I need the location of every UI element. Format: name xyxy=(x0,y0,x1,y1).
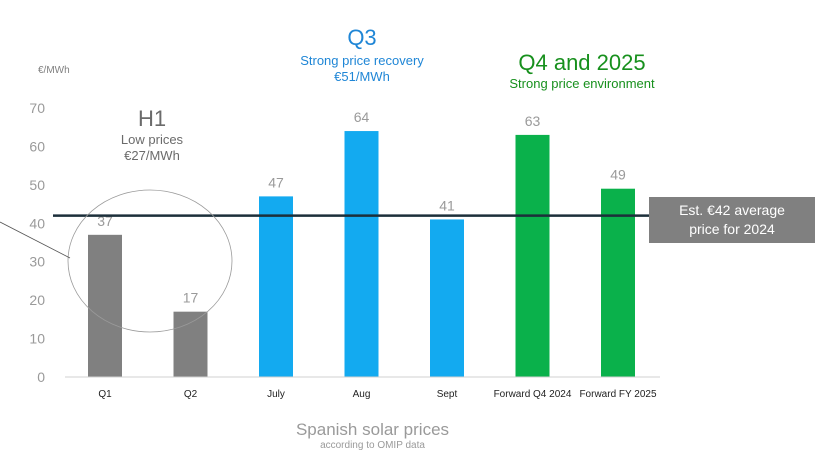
h1-title: H1 xyxy=(137,106,167,131)
bar xyxy=(259,196,293,377)
x-axis-labels: Q1 Q2 July Aug Sept Forward Q4 2024 Forward FY… xyxy=(98,389,657,400)
bar xyxy=(88,234,122,377)
y-tick-label: 60 xyxy=(29,138,45,154)
average-price-label-line2: price for 2024 xyxy=(689,221,775,237)
y-tick-label: 50 xyxy=(29,177,45,193)
bars xyxy=(88,131,635,377)
bar xyxy=(344,131,379,377)
q3-average: €51/MWh xyxy=(334,69,390,84)
y-unit-label: €/MWh xyxy=(38,65,70,76)
average-price-label: Est. €42 average price for 2024 xyxy=(649,197,815,243)
bar-value-label: 47 xyxy=(268,174,284,190)
h1-subtitle: Low prices xyxy=(120,132,184,147)
y-axis: 0 10 20 30 40 50 60 70 xyxy=(29,100,45,385)
y-tick-label: 40 xyxy=(29,215,45,231)
x-tick-label: Aug xyxy=(353,389,371,400)
y-tick-label: 30 xyxy=(29,254,45,270)
y-tick-label: 10 xyxy=(29,331,45,347)
h1-pointer-line xyxy=(0,221,71,259)
q4-subtitle: Strong price environment xyxy=(509,76,655,91)
bar-value-label: 41 xyxy=(439,197,455,213)
q3-subtitle: Strong price recovery xyxy=(300,53,424,68)
x-tick-label: Sept xyxy=(437,389,458,400)
bar-value-label: 17 xyxy=(183,290,199,306)
footer-title: Spanish solar prices xyxy=(295,420,450,439)
x-tick-label: Forward FY 2025 xyxy=(579,389,657,400)
bar xyxy=(515,134,550,377)
footer-subtitle: according to OMIP data xyxy=(320,440,425,451)
average-price-label-line1: Est. €42 average xyxy=(679,202,785,218)
y-tick-label: 0 xyxy=(37,369,45,385)
h1-average: €27/MWh xyxy=(124,148,180,163)
bar-value-label: 49 xyxy=(610,167,626,183)
bar-value-label: 63 xyxy=(525,113,541,129)
x-tick-label: July xyxy=(267,389,285,400)
x-tick-label: Forward Q4 2024 xyxy=(494,389,572,400)
h1-highlight-circle xyxy=(67,189,233,333)
y-tick-label: 70 xyxy=(29,100,45,116)
bar xyxy=(430,219,464,377)
q4-title: Q4 and 2025 xyxy=(518,50,646,75)
y-tick-label: 20 xyxy=(29,292,45,308)
x-tick-label: Q2 xyxy=(184,389,198,400)
q3-title: Q3 xyxy=(347,25,377,50)
bar-value-label: 64 xyxy=(354,109,370,125)
x-tick-label: Q1 xyxy=(98,389,112,400)
bar xyxy=(173,311,208,377)
bar xyxy=(601,188,635,377)
